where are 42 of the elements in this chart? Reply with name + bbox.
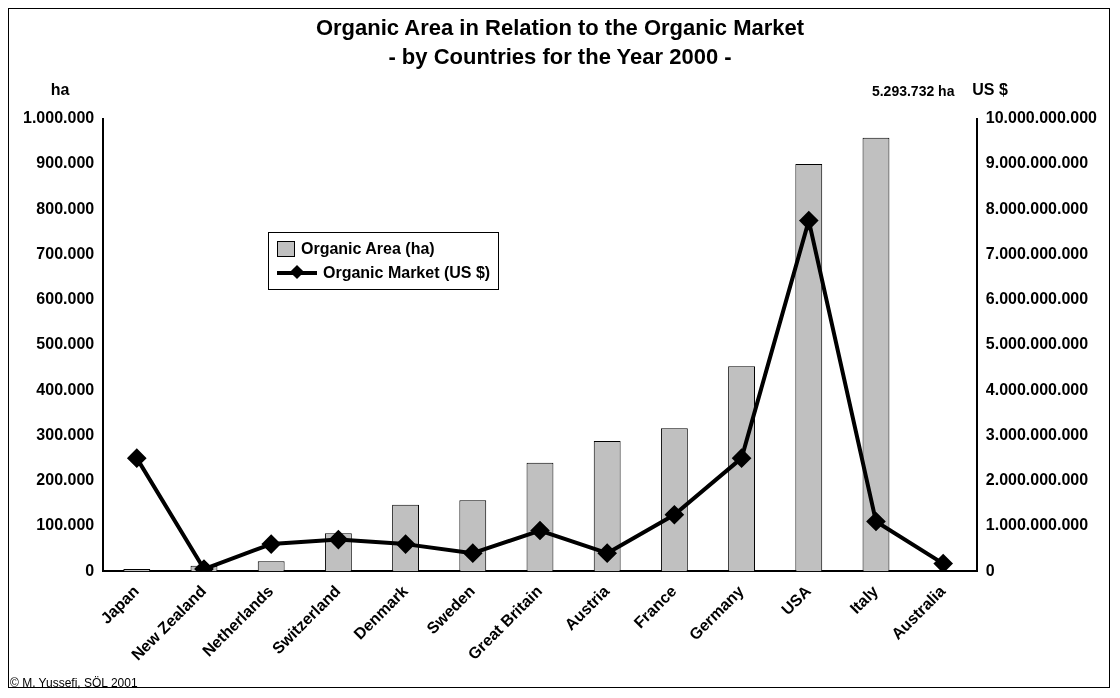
text: 5.293.732 ha	[871, 82, 955, 99]
y2-tick-label: 10.000.000.000	[985, 109, 1098, 127]
y-tick-label: 300.000	[36, 425, 95, 443]
chart-title: Organic Area in Relation to the Organic Market	[315, 15, 805, 41]
y2-tick-label: 2.000.000.000	[985, 471, 1089, 489]
y2-tick-label: 7.000.000.000	[985, 244, 1089, 262]
point	[262, 535, 281, 554]
point	[127, 449, 146, 468]
y2-tick-label: 4.000.000.000	[985, 380, 1089, 398]
y2-tick-label: 9.000.000.000	[985, 154, 1089, 172]
y2-tick-label: 6.000.000.000	[985, 290, 1089, 308]
point	[598, 544, 617, 563]
y-tick-label: 200.000	[36, 471, 95, 489]
point	[799, 211, 818, 230]
y-tick-label: 600.000	[36, 290, 95, 308]
y-tick-label: 1.000.000	[22, 109, 95, 127]
point	[866, 512, 885, 531]
y-tick-label: 100.000	[36, 516, 95, 534]
point	[665, 505, 684, 524]
point	[732, 449, 751, 468]
x-tick-label: USA	[778, 581, 815, 619]
y2-tick-label: 1.000.000.000	[985, 516, 1089, 534]
y-tick-label: 500.000	[36, 335, 95, 353]
point	[463, 544, 482, 563]
y-tick-label: 0	[85, 561, 95, 579]
y2-tick-label: 5.000.000.000	[985, 335, 1089, 353]
point	[530, 521, 549, 540]
point	[934, 554, 953, 572]
y-tick-label: 400.000	[36, 380, 95, 398]
y2-axis-title: US $	[972, 81, 1008, 99]
y-axis-title: ha	[50, 81, 70, 99]
y2-tick-label: 8.000.000.000	[985, 199, 1089, 217]
y-tick-label: 700.000	[36, 244, 95, 262]
chart-subtitle: - by Countries for the Year 2000 -	[388, 43, 732, 69]
y-tick-label: 900.000	[36, 154, 95, 172]
legend-label: Organic Market (US $)	[323, 264, 491, 282]
y2-tick-label: 3.000.000.000	[985, 425, 1089, 443]
y-tick-label: 800.000	[36, 199, 95, 217]
y2-tick-label: 0	[985, 561, 995, 579]
legend-label: Organic Area (ha)	[301, 240, 435, 258]
text: © M. Yussefi, SÖL 2001	[10, 676, 138, 690]
point	[329, 530, 348, 549]
